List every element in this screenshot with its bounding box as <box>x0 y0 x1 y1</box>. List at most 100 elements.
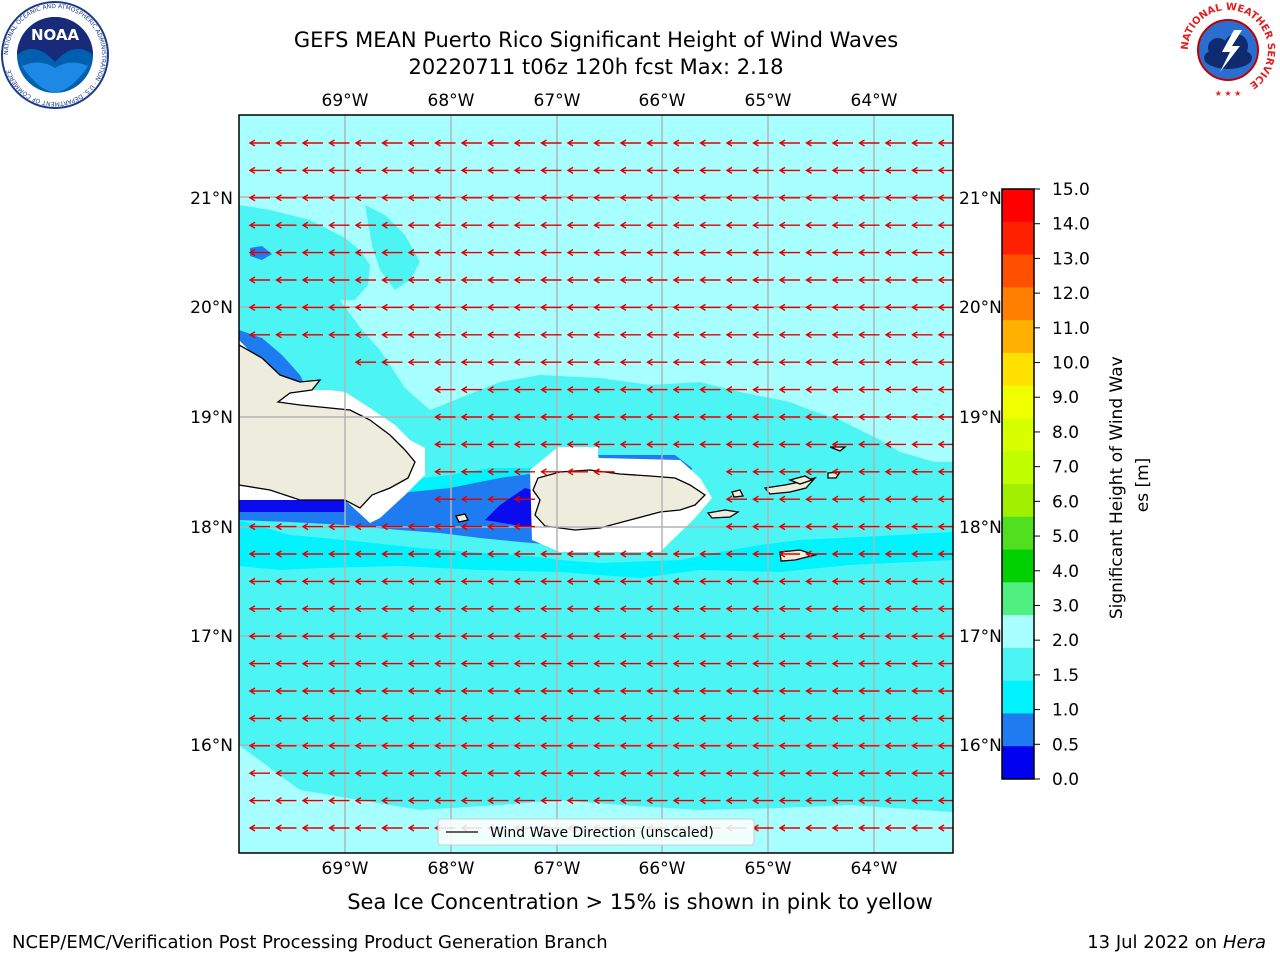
wave-direction-arrow <box>884 824 906 832</box>
band-0-0-west <box>239 500 345 512</box>
wave-direction-arrow <box>275 714 297 723</box>
wave-direction-arrow <box>354 194 376 202</box>
wave-direction-arrow <box>328 550 350 558</box>
wave-direction-arrow <box>593 166 615 175</box>
wave-direction-arrow <box>672 796 694 805</box>
wave-direction-arrow <box>937 440 953 449</box>
wave-direction-arrow <box>619 550 641 558</box>
colorbar-tick-label: 3.0 <box>1052 596 1079 616</box>
wave-direction-arrow <box>699 166 721 175</box>
wave-direction-arrow <box>672 605 694 613</box>
wave-direction-arrow <box>725 139 747 147</box>
legend-label: Wind Wave Direction (unscaled) <box>490 825 714 841</box>
wave-direction-arrow <box>460 440 482 449</box>
wave-direction-arrow <box>752 440 774 449</box>
wave-direction-arrow <box>275 276 297 284</box>
wave-direction-arrow <box>381 522 403 531</box>
wave-direction-arrow <box>248 659 270 668</box>
wave-direction-arrow <box>619 769 641 777</box>
wave-direction-arrow <box>487 468 509 476</box>
wave-direction-arrow <box>354 303 376 312</box>
wave-direction-arrow <box>699 769 721 777</box>
wave-direction-arrow <box>354 742 376 750</box>
wave-direction-arrow <box>513 468 535 476</box>
wave-direction-arrow <box>672 248 694 257</box>
wave-direction-arrow <box>672 358 694 366</box>
wave-direction-arrow <box>831 248 853 257</box>
wave-direction-arrow <box>805 166 827 175</box>
wave-direction-arrow <box>540 659 562 668</box>
wave-direction-arrow <box>301 605 323 613</box>
light-band-north <box>239 115 953 462</box>
wave-direction-arrow <box>858 303 880 312</box>
wave-direction-arrow <box>672 550 694 558</box>
wave-direction-arrow <box>831 139 853 147</box>
wave-direction-arrow <box>354 248 376 257</box>
wave-direction-arrow <box>858 468 880 476</box>
wave-direction-arrow <box>354 632 376 640</box>
wave-direction-arrow <box>725 659 747 668</box>
wave-direction-arrow <box>699 276 721 284</box>
wave-direction-arrow <box>619 687 641 695</box>
wave-direction-arrow <box>566 796 588 805</box>
wave-direction-arrow <box>937 824 953 832</box>
wave-direction-arrow <box>593 221 615 229</box>
lon-label: 64°W <box>851 859 898 879</box>
wave-direction-arrow <box>831 385 853 394</box>
colorbar-label: Significant Height of Wind Wav es [m] <box>1107 351 1153 619</box>
wave-direction-arrow <box>487 440 509 449</box>
wave-direction-arrow <box>407 331 429 339</box>
colorbar-ticks: 15.0 14.0 13.0 12.0 11.0 10.0 9.0 8.0 7.0 6.0 5.0 4… <box>1034 180 1090 790</box>
wave-direction-arrow <box>858 687 880 695</box>
wave-direction-arrow <box>540 358 562 366</box>
wave-direction-arrow <box>805 468 827 476</box>
lon-label: 69°W <box>322 91 369 111</box>
wave-direction-arrow <box>381 769 403 777</box>
wave-direction-arrow <box>540 769 562 777</box>
wave-direction-arrow <box>831 221 853 229</box>
wave-direction-arrow <box>593 687 615 695</box>
colorbar-tick-label: 5.0 <box>1052 527 1079 547</box>
lon-label: 69°W <box>322 859 369 879</box>
wave-direction-arrow <box>778 166 800 175</box>
wave-direction-arrow <box>725 303 747 312</box>
wave-direction-arrow <box>301 276 323 284</box>
wave-direction-arrow <box>354 824 376 832</box>
wave-direction-arrow <box>301 659 323 668</box>
wave-direction-arrow <box>831 194 853 202</box>
wave-direction-arrow <box>460 714 482 723</box>
wave-direction-arrow <box>699 385 721 394</box>
wave-direction-arrow <box>619 358 641 366</box>
wave-direction-arrow <box>328 522 350 531</box>
lat-label: 17°N <box>959 627 1002 647</box>
wave-direction-arrow <box>593 385 615 394</box>
wave-direction-arrow <box>805 632 827 640</box>
lat-label: 20°N <box>959 298 1002 318</box>
lat-label: 17°N <box>190 627 233 647</box>
lon-label: 66°W <box>639 859 686 879</box>
wave-direction-arrow <box>381 166 403 175</box>
wave-direction-arrow <box>487 687 509 695</box>
wave-direction-arrow <box>540 796 562 805</box>
wave-direction-arrow <box>248 824 270 832</box>
wave-direction-arrow <box>593 276 615 284</box>
colorbar-tick-label: 10.0 <box>1052 354 1090 374</box>
colorbar-segment <box>1002 713 1034 747</box>
wave-direction-arrow <box>434 742 456 750</box>
wave-direction-arrow <box>540 385 562 394</box>
colorbar-frame <box>1001 188 1035 780</box>
wave-direction-arrow <box>778 769 800 777</box>
wave-direction-arrow <box>354 714 376 723</box>
wave-direction-arrow <box>407 550 429 558</box>
colorbar-tick-label: 13.0 <box>1052 249 1090 269</box>
colorbar-segment <box>1002 352 1034 387</box>
wave-direction-arrow <box>646 577 668 586</box>
wave-direction-arrow <box>937 358 953 366</box>
wave-direction-arrow <box>513 769 535 777</box>
wave-direction-arrow <box>328 248 350 257</box>
wave-direction-arrow <box>725 632 747 640</box>
wave-direction-arrow <box>752 276 774 284</box>
wave-direction-arrow <box>381 687 403 695</box>
wave-direction-arrow <box>752 522 774 531</box>
wave-direction-arrow <box>434 468 456 476</box>
